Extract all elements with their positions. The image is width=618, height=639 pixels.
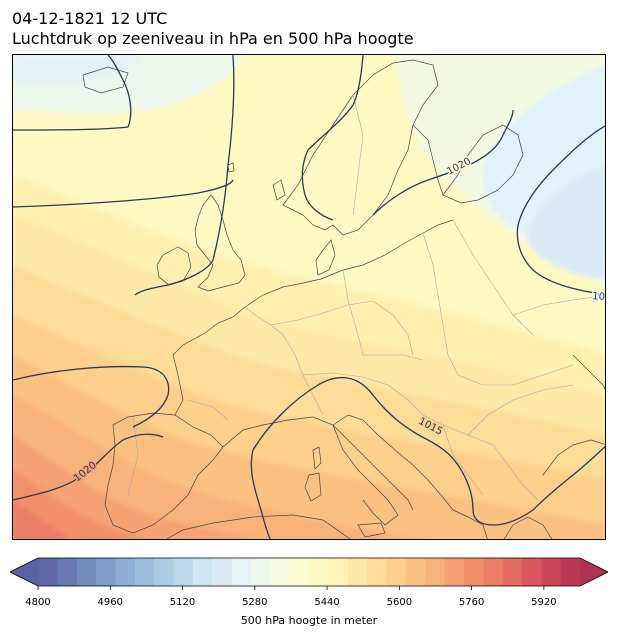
colorbar-segment — [560, 558, 581, 586]
colorbar-segment — [212, 558, 232, 586]
isobar-label: 10 — [592, 291, 606, 303]
colorbar-segment — [192, 558, 213, 586]
colorbar-segment — [289, 558, 310, 586]
colorbar-segment — [367, 558, 387, 586]
colorbar-segment — [231, 558, 252, 586]
colorbar-tick-label: 4960 — [97, 597, 123, 608]
colorbar-segment — [328, 558, 349, 586]
weather-map: 1020 1015 1020 10 — [12, 54, 606, 540]
colorbar-segment — [347, 558, 368, 586]
colorbar-segment — [425, 558, 445, 586]
country-borders — [127, 94, 605, 501]
colorbar-segment — [386, 558, 407, 586]
colorbar-segment — [444, 558, 465, 586]
colorbar-segment — [463, 558, 484, 586]
colorbar-label: 500 hPa hoogte in meter — [240, 614, 378, 627]
colorbar-segment — [76, 558, 97, 586]
colorbar-segment — [502, 558, 523, 586]
colorbar-segment — [173, 558, 194, 586]
colorbar-segment — [250, 558, 271, 586]
colorbar-segment — [134, 558, 155, 586]
height-field — [13, 55, 605, 539]
colorbar-over-arrow — [580, 558, 608, 586]
colorbar-segment — [154, 558, 174, 586]
map-valid-time: 04-12-1821 12 UTC — [12, 9, 168, 28]
colorbar-segment — [541, 558, 562, 586]
map-canvas: 1020 1015 1020 10 — [13, 55, 606, 539]
colorbar-tick-label: 5440 — [314, 597, 340, 608]
colorbar-segment — [38, 558, 58, 586]
colorbar-tick-label: 5600 — [386, 597, 413, 608]
colorbar-segment — [96, 558, 116, 586]
colorbar-segment — [521, 558, 542, 586]
colorbar-segment — [309, 558, 329, 586]
colorbar-scale — [10, 557, 608, 590]
colorbar-segment — [483, 558, 503, 586]
colorbar-segment — [405, 558, 426, 586]
colorbar-tick-label: 5920 — [531, 597, 557, 608]
coastlines — [82, 59, 605, 539]
colorbar: 4800 4960 5120 5280 5440 5600 5760 5920 500 hPa… — [10, 557, 608, 627]
colorbar-segment — [57, 558, 78, 586]
colorbar-segment — [270, 558, 291, 586]
colorbar-segment — [115, 558, 136, 586]
colorbar-under-arrow — [10, 558, 38, 586]
colorbar-tick-label: 4800 — [25, 597, 51, 608]
isobars — [13, 55, 605, 539]
colorbar-tick-label: 5120 — [169, 597, 196, 608]
map-title: Luchtdruk op zeeniveau in hPa en 500 hPa… — [12, 29, 414, 48]
colorbar-tick-label: 5760 — [458, 597, 485, 608]
colorbar-tick-label: 5280 — [242, 597, 268, 608]
